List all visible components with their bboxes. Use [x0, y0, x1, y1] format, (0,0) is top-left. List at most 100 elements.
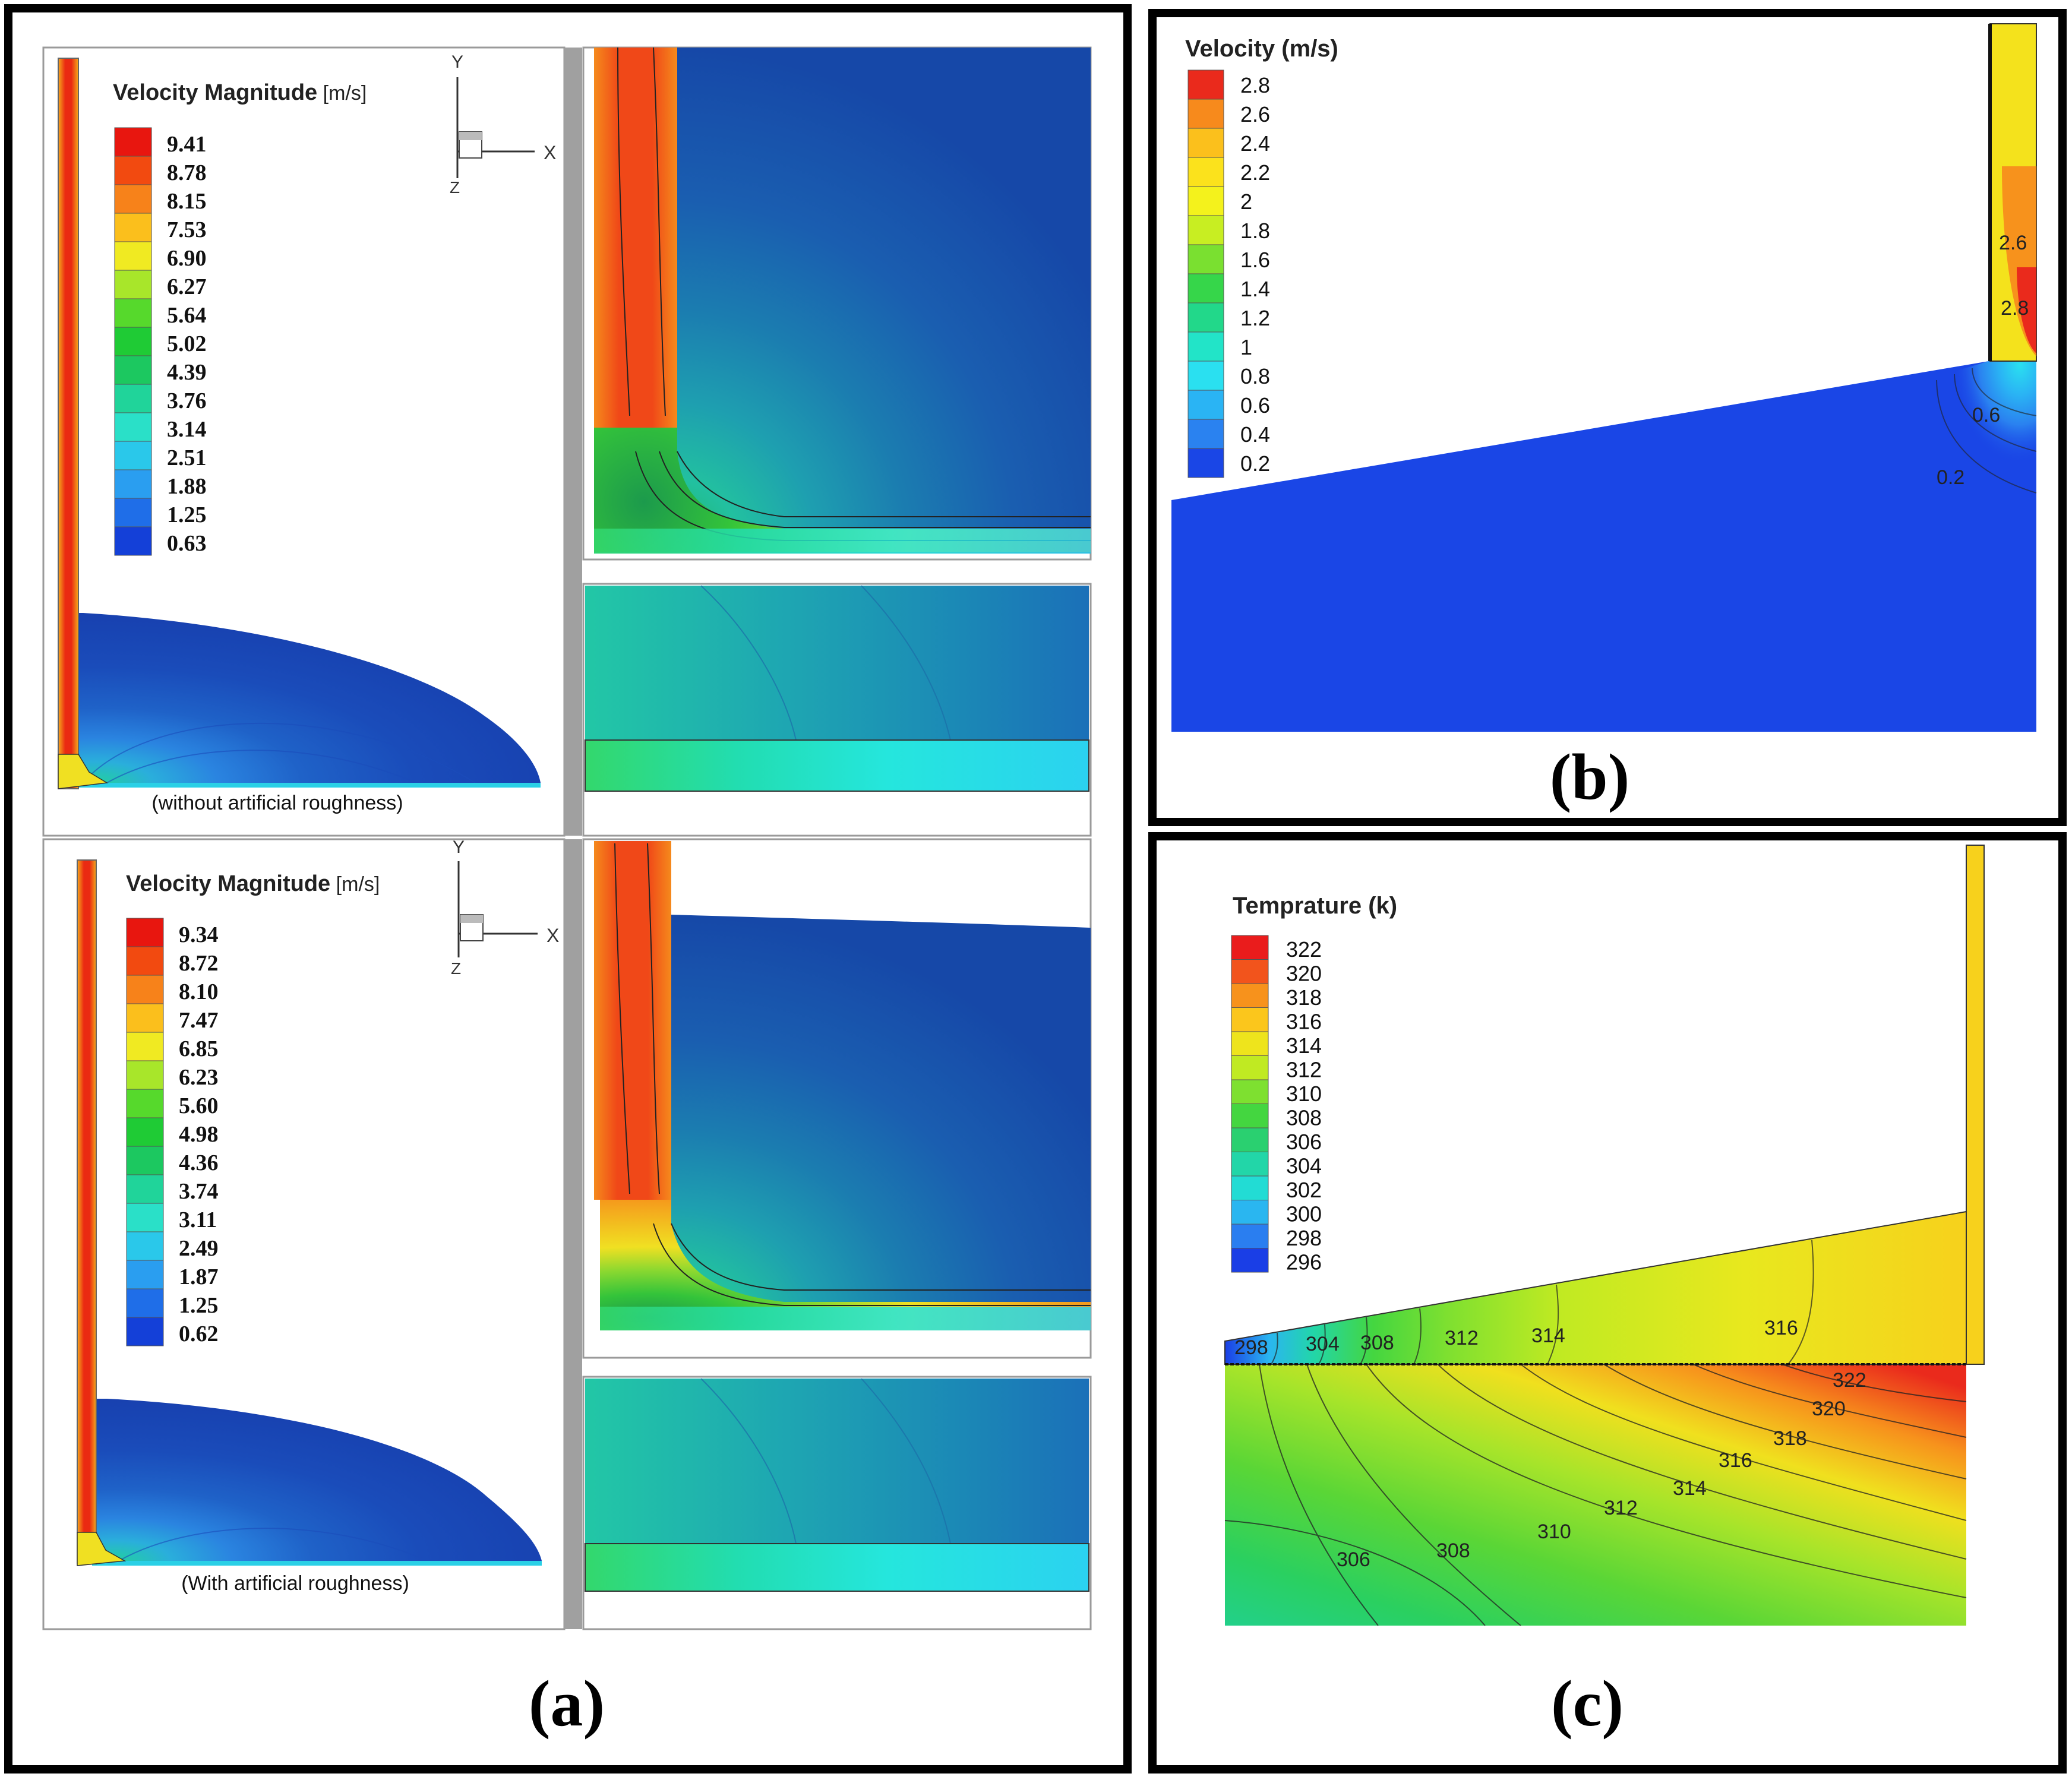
bottom-zoom-riser-contour-b [647, 843, 660, 1194]
b-legend-value-1: 2.6 [1240, 102, 1270, 127]
bottom-zoom-contour-1 [671, 1223, 1091, 1291]
c-legend: 3223203183163143123103083063043023002982… [1231, 935, 1322, 1275]
bottom-zoom-upper-field [600, 915, 1091, 1330]
c-legend-value-10: 302 [1286, 1178, 1322, 1202]
b-legend-value-10: 0.8 [1240, 364, 1270, 388]
b-riser-peak-zone [2017, 267, 2036, 353]
bottom-bed-strip [92, 1561, 542, 1566]
c-legend-value-1: 320 [1286, 962, 1322, 986]
top-bed-strip [71, 783, 541, 788]
b-legend-swatch-0 [1187, 69, 1224, 100]
c-lower-label-308: 308 [1436, 1539, 1470, 1562]
bottom-legend-value-10: 3.11 [179, 1207, 217, 1232]
b-contour-label-0.2: 0.2 [1937, 466, 1964, 489]
b-near-riser-field [1925, 356, 2036, 523]
b-legend-swatch-1 [1187, 99, 1224, 129]
top-legend-swatch-4 [114, 241, 152, 271]
top-legend-value-7: 5.02 [167, 331, 207, 356]
c-legend-title: Temprature (k) [1233, 893, 1397, 919]
panel-a-top-main: Velocity Magnitude [m/s] 9.41 8.78 8.15 7.5… [42, 46, 566, 837]
bottom-legend-value-5: 6.23 [179, 1065, 219, 1090]
bottom-legend-swatch-0 [126, 918, 164, 947]
bottom-legend-value-0: 9.34 [179, 922, 219, 947]
top-zoom-riser [594, 48, 677, 428]
bottom-legend-swatch-10 [126, 1203, 164, 1232]
bottom-zoom-separator [564, 839, 582, 1629]
bottom-zoom-riser-contour-a [614, 843, 630, 1194]
top-zoom-lower-strip [585, 739, 1089, 792]
panel-c-frame [1148, 832, 2067, 1773]
c-legend-value-13: 296 [1286, 1250, 1322, 1275]
top-basin-contour [71, 613, 541, 783]
c-lower-label-320: 320 [1812, 1398, 1846, 1420]
c-upper-label-308: 308 [1360, 1332, 1394, 1354]
bottom-legend-value-3: 7.47 [179, 1008, 219, 1033]
c-lower-slab [1225, 1364, 1966, 1626]
bottom-zoom-corner-region [600, 1200, 1091, 1330]
top-legend-swatch-9 [114, 384, 152, 413]
bottom-legend-swatch-11 [126, 1231, 164, 1261]
panel-b-plot: 2.6 2.8 0.6 0.2 Velocity (m/s) 2.8 2.6 2.4… [1171, 23, 2037, 732]
c-legend-swatch-7 [1231, 1104, 1269, 1128]
top-legend-value-4: 6.90 [167, 246, 207, 271]
c-legend-value-0: 322 [1286, 937, 1322, 962]
top-legend-swatch-2 [114, 184, 152, 214]
top-legend-value-0: 9.41 [167, 132, 207, 157]
top-zoom-lower-contour-b [861, 585, 951, 741]
bottom-legend-title: Velocity Magnitude [m/s] [126, 871, 380, 896]
bottom-zoom-lower-strip [585, 1543, 1089, 1592]
bottom-riser-corner [77, 1532, 127, 1566]
bottom-vertical-riser [77, 859, 97, 1564]
top-legend-swatch-0 [114, 127, 152, 157]
top-legend-swatch-7 [114, 327, 152, 356]
c-lower-label-322: 322 [1833, 1369, 1866, 1392]
top-zoom-separator [564, 48, 582, 836]
b-legend-value-7: 1.4 [1240, 277, 1270, 301]
bottom-zoom-lower-contour-a [700, 1378, 797, 1544]
c-legend-swatch-8 [1231, 1127, 1269, 1152]
bottom-legend-value-7: 4.98 [179, 1122, 219, 1147]
top-zoom-lower-contour-a [700, 585, 797, 741]
b-legend-swatch-12 [1187, 419, 1224, 449]
top-caption: (without artificial roughness) [151, 792, 403, 814]
b-legend-swatch-11 [1187, 390, 1224, 420]
top-zoom-contour-1 [677, 451, 1091, 517]
top-contour-line-2 [83, 722, 476, 783]
top-legend-value-13: 1.25 [167, 502, 207, 527]
bottom-legend-swatch-1 [126, 946, 164, 976]
bottom-legend-swatch-7 [126, 1117, 164, 1147]
c-legend-value-5: 312 [1286, 1058, 1322, 1082]
bottom-zoom-contour-2 [653, 1223, 1091, 1306]
c-upper-label-312: 312 [1445, 1327, 1479, 1349]
b-legend-value-11: 0.6 [1240, 393, 1270, 418]
panel-a-bottom-main: Velocity Magnitude [m/s] 9.34 8.72 8.10 7.4… [42, 837, 566, 1630]
top-legend-value-6: 5.64 [167, 303, 207, 328]
panel-a-top-zoom [564, 46, 1092, 837]
c-lower-label-310: 310 [1537, 1520, 1571, 1543]
top-axis-triad: Y X Z [450, 52, 556, 197]
bottom-legend-value-8: 4.36 [179, 1150, 219, 1175]
bottom-legend-swatch-6 [126, 1089, 164, 1118]
c-legend-value-4: 314 [1286, 1033, 1322, 1058]
b-legend-value-3: 2.2 [1240, 160, 1270, 185]
c-legend-swatch-5 [1231, 1055, 1269, 1080]
panel-a-label: (a) [529, 1667, 605, 1740]
top-legend-swatch-13 [114, 498, 152, 527]
c-legend-swatch-6 [1231, 1079, 1269, 1104]
top-legend-swatch-10 [114, 412, 152, 442]
bottom-legend-value-9: 3.74 [179, 1179, 219, 1204]
top-zoom-contour-2 [659, 451, 1091, 528]
panel-a-bottom-zoom [564, 838, 1092, 1630]
bottom-legend-swatch-4 [126, 1032, 164, 1061]
c-lower-label-318: 318 [1773, 1427, 1807, 1450]
c-legend-swatch-3 [1231, 1007, 1269, 1032]
b-legend-swatch-7 [1187, 273, 1224, 304]
bottom-legend: 9.34 8.72 8.10 7.47 6.85 6.23 5.60 4.98 4.36 3.74… [126, 918, 219, 1346]
b-legend-swatch-6 [1187, 244, 1224, 274]
c-upper-label-314: 314 [1531, 1324, 1565, 1347]
bottom-legend-value-4: 6.85 [179, 1036, 219, 1061]
bottom-axis-triad: Y X Z [451, 837, 559, 978]
b-legend-value-8: 1.2 [1240, 306, 1270, 330]
c-riser [1966, 845, 1985, 1365]
